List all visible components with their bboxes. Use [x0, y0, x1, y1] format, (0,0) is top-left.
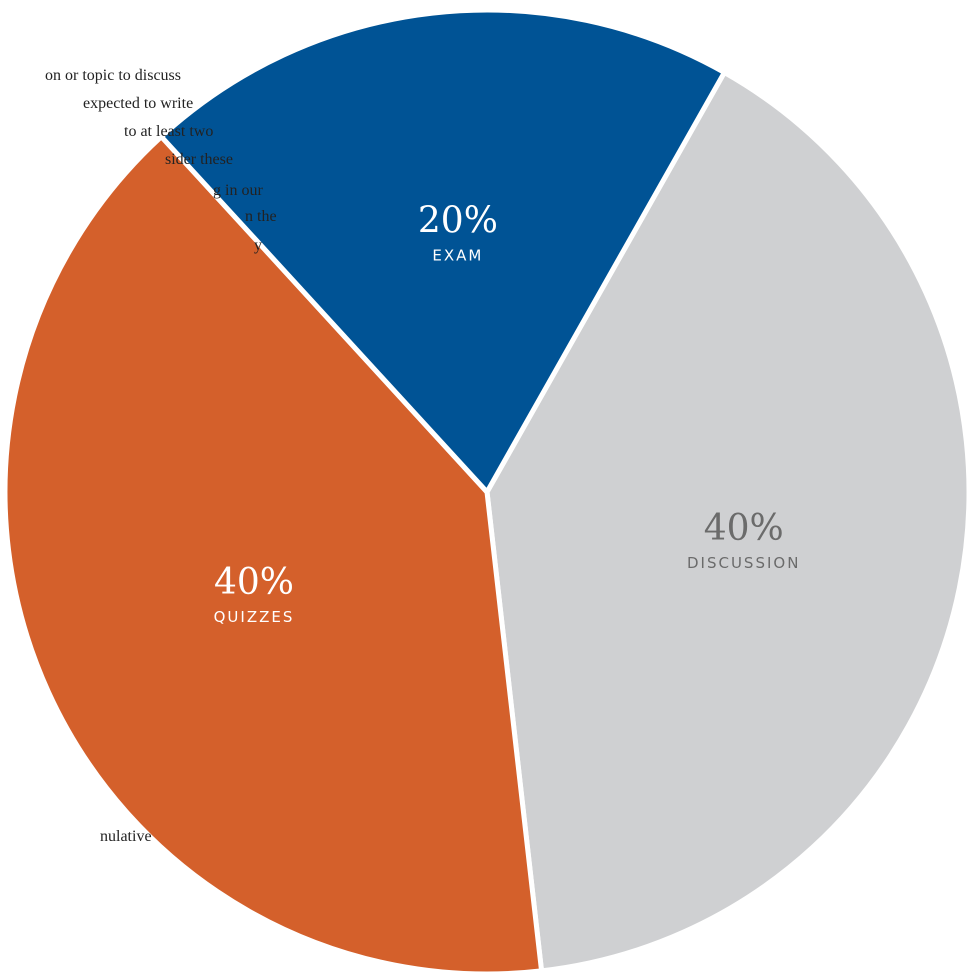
exam-description: nulative [100, 828, 152, 845]
pie-slice-exam [157, 7, 728, 497]
slice-labels: 40% DISCUSSION 40% QUIZZES 20% EXAM [214, 201, 800, 627]
slice-percent-label: 40% [214, 562, 294, 603]
discussion-note-line: g in our [213, 182, 263, 199]
discussion-note-line: on or topic to discuss [45, 67, 181, 84]
discussion-note-line: to at least two [124, 123, 213, 140]
slice-category-label: DISCUSSION [687, 554, 800, 572]
slice-percent-label: 20% [418, 201, 498, 242]
discussion-description: on or topic to discuss expected to write… [45, 67, 277, 254]
discussion-note-line: expected to write [83, 95, 193, 112]
slice-percent-label: 40% [704, 508, 784, 549]
pie-slice-quizzes [2, 133, 545, 975]
slice-category-label: QUIZZES [214, 608, 295, 626]
slice-category-label: EXAM [432, 247, 483, 265]
exam-note-line: nulative [100, 828, 152, 845]
pie-slices [2, 7, 971, 975]
discussion-note-line: n the [245, 208, 277, 225]
discussion-note-line: y [254, 237, 262, 254]
pie-slice-discussion [484, 69, 971, 974]
discussion-note-line: sider these [165, 151, 233, 168]
